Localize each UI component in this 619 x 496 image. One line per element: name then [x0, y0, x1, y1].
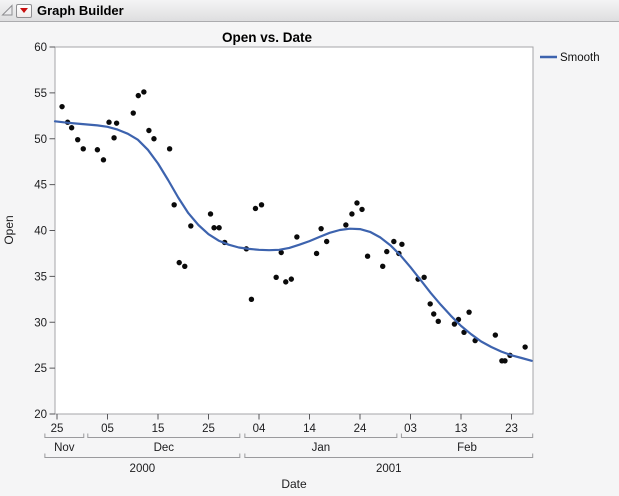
data-point[interactable] — [171, 202, 177, 208]
chart-title: Open vs. Date — [222, 30, 313, 45]
data-point[interactable] — [313, 250, 320, 257]
red-triangle-icon — [20, 8, 28, 13]
month-bracket — [87, 433, 241, 438]
data-point[interactable] — [211, 225, 217, 231]
data-point[interactable] — [113, 120, 120, 126]
x-tick-label: 03 — [404, 423, 417, 435]
x-tick-label: 25 — [51, 423, 64, 435]
data-point[interactable] — [349, 211, 355, 217]
data-point[interactable] — [354, 200, 360, 206]
y-tick-label: 60 — [34, 42, 47, 54]
data-point[interactable] — [399, 241, 405, 247]
year-bracket — [44, 453, 241, 458]
data-point[interactable] — [248, 296, 255, 303]
data-point[interactable] — [451, 321, 458, 327]
month-label: Jan — [312, 442, 331, 454]
y-axis-title: Open — [2, 215, 16, 244]
year-label: 2001 — [376, 463, 402, 475]
data-point[interactable] — [166, 146, 173, 152]
x-axis-title: Date — [281, 477, 307, 491]
x-tick-label: 24 — [354, 423, 367, 435]
data-point[interactable] — [141, 89, 147, 95]
data-point[interactable] — [130, 110, 136, 116]
data-point[interactable] — [435, 318, 441, 325]
year-label: 2000 — [130, 463, 156, 475]
data-point[interactable] — [288, 276, 295, 282]
data-point[interactable] — [380, 263, 386, 269]
data-point[interactable] — [364, 253, 371, 259]
data-point[interactable] — [207, 211, 214, 217]
x-tick-label: 04 — [253, 423, 266, 435]
x-tick-label: 23 — [505, 423, 518, 435]
data-point[interactable] — [502, 358, 508, 364]
month-label: Dec — [154, 442, 175, 454]
data-point[interactable] — [111, 135, 117, 141]
data-point[interactable] — [188, 223, 194, 229]
data-point[interactable] — [384, 248, 390, 255]
data-point[interactable] — [278, 249, 284, 256]
data-point[interactable] — [492, 332, 499, 338]
data-point[interactable] — [283, 279, 289, 285]
y-tick-label: 50 — [34, 134, 47, 146]
data-point[interactable] — [80, 146, 86, 152]
data-point[interactable] — [343, 222, 349, 228]
x-tick-label: 25 — [202, 423, 215, 435]
data-point[interactable] — [216, 225, 222, 231]
data-point[interactable] — [176, 259, 182, 266]
y-tick-label: 45 — [34, 180, 47, 192]
legend-label-smooth[interactable]: Smooth — [560, 52, 600, 64]
data-point[interactable] — [461, 329, 467, 336]
x-tick-label: 15 — [152, 423, 165, 435]
month-bracket — [244, 433, 398, 438]
outline-title: Graph Builder — [37, 3, 124, 18]
smooth-line — [53, 120, 533, 362]
data-point[interactable] — [522, 344, 528, 350]
data-point[interactable] — [466, 309, 472, 315]
plot-area[interactable] — [54, 46, 534, 415]
data-point[interactable] — [273, 274, 279, 280]
year-bracket — [244, 453, 534, 458]
data-point[interactable] — [59, 103, 65, 110]
data-point[interactable] — [151, 136, 157, 142]
data-point[interactable] — [100, 157, 107, 163]
data-point[interactable] — [182, 263, 188, 269]
data-point[interactable] — [431, 311, 437, 317]
chart-canvas: Open vs. Date 20 25 30 35 40 45 50 55 60 Open 25 05 1… — [2, 30, 600, 491]
data-point[interactable] — [294, 234, 300, 240]
y-tick-label: 30 — [34, 317, 47, 329]
disclosure-open-icon[interactable] — [1, 4, 14, 17]
data-point[interactable] — [421, 274, 427, 280]
data-point[interactable] — [135, 92, 142, 99]
data-point[interactable] — [427, 301, 433, 307]
y-tick-label: 55 — [34, 88, 47, 100]
data-point[interactable] — [94, 147, 101, 153]
data-point[interactable] — [318, 225, 324, 232]
x-tick-label: 05 — [101, 423, 114, 435]
y-tick-label: 20 — [34, 409, 47, 421]
data-point[interactable] — [146, 127, 152, 134]
data-point[interactable] — [68, 125, 75, 131]
month-bracket — [400, 433, 534, 438]
x-tick-label: 14 — [303, 423, 316, 435]
month-bracket — [44, 433, 85, 438]
outline-header: Graph Builder — [0, 0, 619, 22]
chart-region: Open vs. Date 20 25 30 35 40 45 50 55 60 Open 25 05 1… — [0, 22, 619, 496]
data-point[interactable] — [359, 206, 365, 213]
red-triangle-menu-button[interactable] — [16, 3, 32, 18]
data-point[interactable] — [323, 238, 330, 245]
month-label: Nov — [54, 442, 75, 454]
data-point[interactable] — [75, 136, 81, 143]
data-point[interactable] — [252, 205, 259, 212]
y-tick-label: 25 — [34, 363, 47, 375]
month-label: Feb — [457, 442, 477, 454]
y-tick-label: 40 — [34, 226, 47, 238]
data-point[interactable] — [391, 238, 397, 245]
data-point[interactable] — [258, 202, 265, 208]
x-tick-label: 13 — [455, 423, 468, 435]
y-tick-label: 35 — [34, 271, 47, 283]
data-point[interactable] — [106, 119, 112, 125]
